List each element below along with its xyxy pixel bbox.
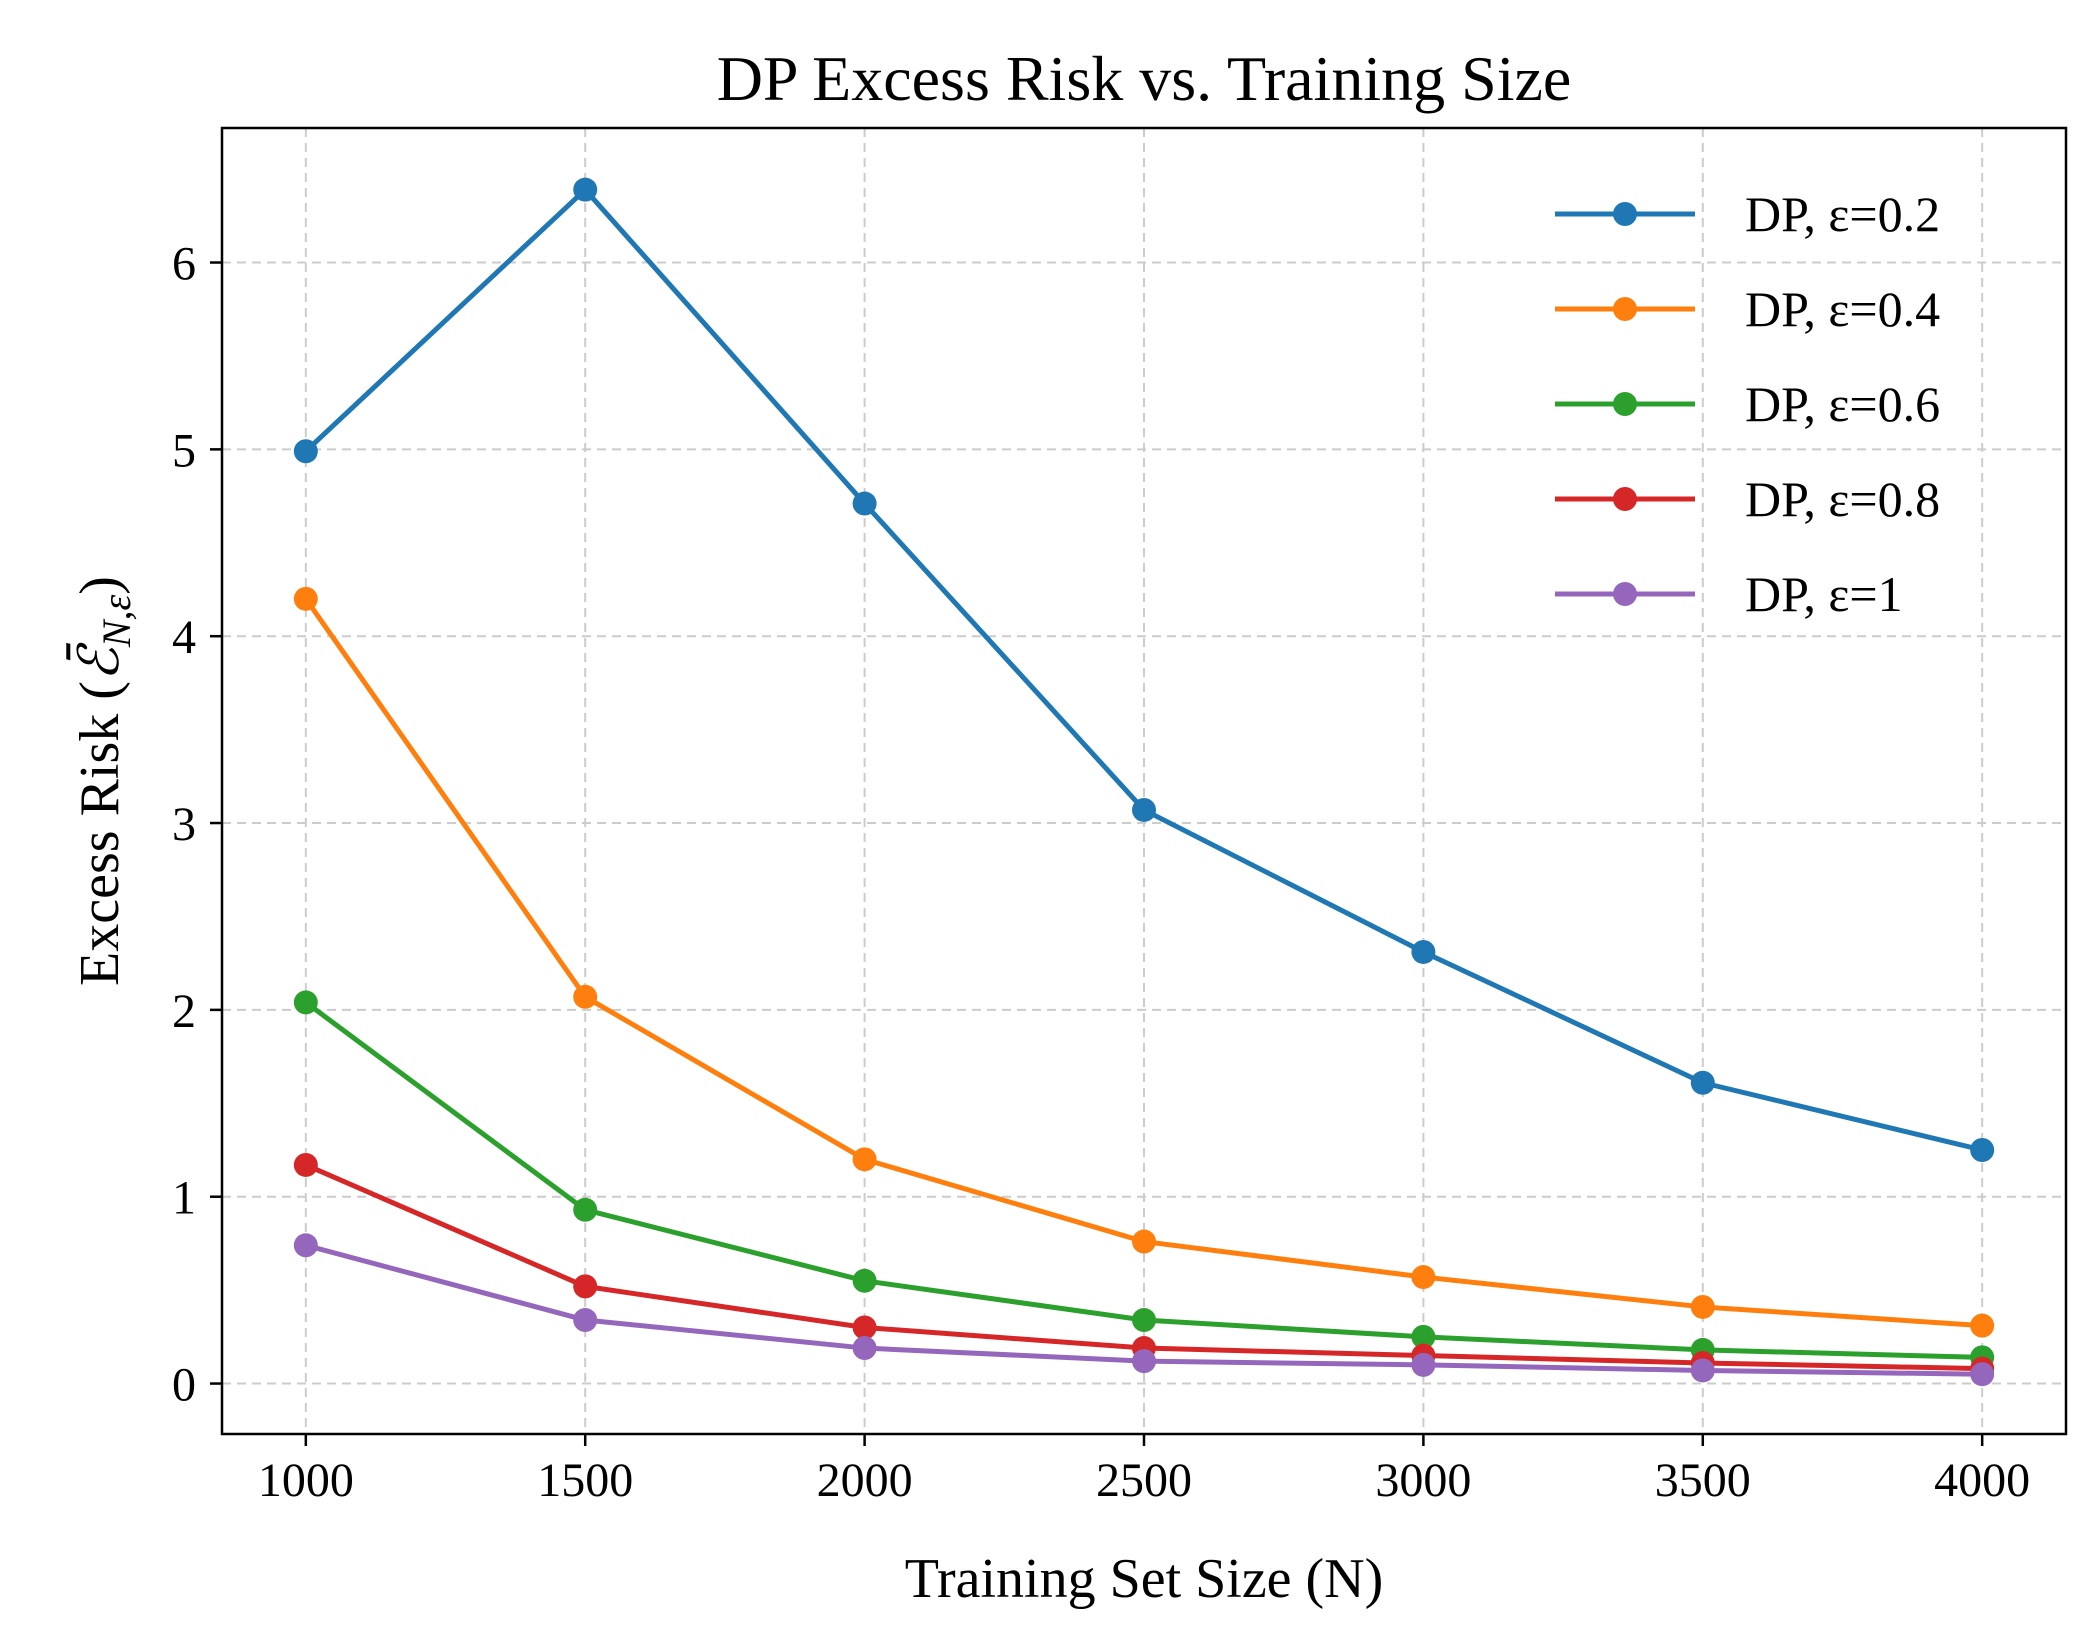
x-tick-label: 3000 [1375,1454,1471,1507]
y-tick-label: 1 [172,1172,196,1225]
data-point [852,1336,877,1361]
grid-lines [222,128,2066,1434]
data-point [293,990,318,1015]
data-point [1411,1265,1436,1290]
data-point [293,1152,318,1177]
y-tick-label: 4 [172,611,196,664]
legend-marker [1613,582,1637,606]
y-axis-label: Excess Risk (ℰ̄N,ε) [66,576,139,986]
data-point [1690,1294,1715,1319]
data-point [1132,1349,1156,1374]
data-point [1970,1138,1995,1163]
legend-label: DP, ε=0.6 [1745,376,1940,432]
data-point [293,439,318,464]
legend: DP, ε=0.2 DP, ε=0.4 DP, ε=0.6 DP, ε=0.8 DP, … [1555,186,1940,622]
legend-marker [1613,297,1637,321]
y-axis-label-text: Excess Risk ( [69,681,131,986]
data-point [1690,1070,1715,1095]
legend-marker [1613,202,1637,226]
chart-title: DP Excess Risk vs. Training Size [717,43,1572,114]
legend-label: DP, ε=1 [1745,566,1903,622]
data-point [1411,939,1436,964]
data-point [1411,1324,1436,1349]
data-point [573,1274,598,1299]
x-tick-label: 3500 [1655,1454,1751,1507]
legend-label: DP, ε=0.2 [1745,186,1940,242]
legend-label: DP, ε=0.8 [1745,471,1940,527]
x-axis-ticks: 1000 1500 2000 2500 3000 3500 4000 [258,1434,2030,1507]
y-axis-label-subscript: N,ε [94,594,139,648]
x-tick-label: 1000 [258,1454,354,1507]
y-axis-ticks: 0 1 2 3 4 5 6 [172,238,222,1412]
x-tick-label: 2000 [817,1454,913,1507]
series-lines [293,177,1995,1387]
legend-marker [1613,392,1637,416]
data-point [1132,1308,1156,1333]
x-tick-label: 2500 [1096,1454,1192,1507]
data-point [1132,797,1156,822]
x-tick-label: 1500 [537,1454,633,1507]
y-tick-label: 0 [172,1359,196,1412]
y-tick-label: 2 [172,985,196,1038]
data-point [1970,1313,1995,1338]
data-point [852,1315,877,1340]
data-point [852,1268,877,1293]
data-point [573,177,598,202]
data-point [573,1308,598,1333]
y-tick-label: 5 [172,424,196,477]
data-point [1690,1358,1715,1383]
data-point [1411,1352,1436,1377]
data-point [293,1233,318,1258]
y-axis-label-close: ) [69,576,131,595]
data-point [573,984,598,1009]
y-tick-label: 6 [172,238,196,291]
x-axis-label: Training Set Size (N) [905,1548,1384,1610]
legend-label: DP, ε=0.4 [1745,281,1940,337]
data-point [293,586,318,611]
x-tick-label: 4000 [1934,1454,2030,1507]
data-point [573,1197,598,1222]
data-point [1132,1229,1156,1254]
legend-marker [1613,487,1637,511]
y-tick-label: 3 [172,798,196,851]
data-point [1970,1362,1995,1387]
data-point [852,1147,877,1172]
y-axis-label-math: ℰ̄ [66,642,131,681]
data-point [852,491,877,516]
